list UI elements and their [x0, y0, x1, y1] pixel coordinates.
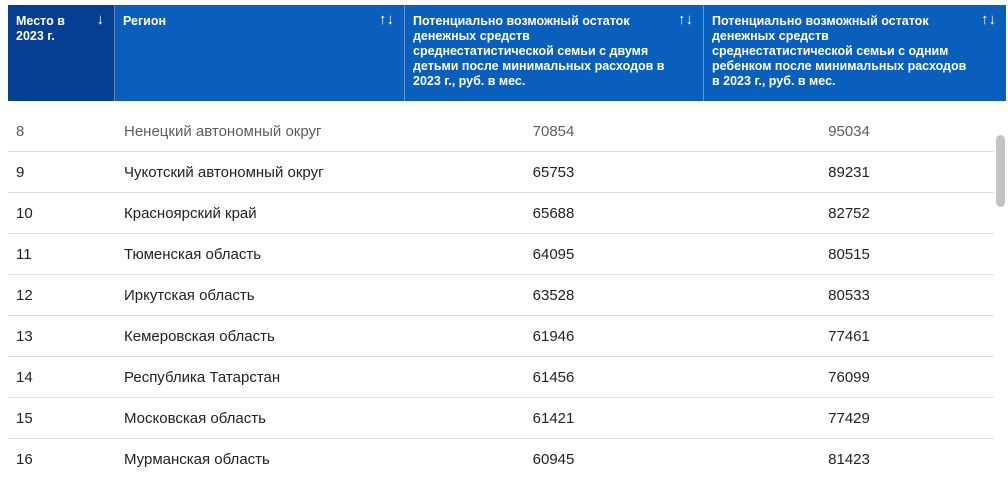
table-row: 8 Ненецкий автономный округ 70854 95034 — [8, 111, 994, 152]
table-row: 10 Красноярский край 65688 82752 — [8, 193, 994, 234]
cell-one-child: 95034 — [828, 122, 870, 140]
cell-rank: 16 — [16, 450, 33, 468]
column-header-label: Место в 2023 г. — [16, 14, 65, 43]
vertical-scrollbar[interactable] — [995, 106, 1007, 476]
cell-region: Московская область — [124, 409, 266, 427]
cell-region: Тюменская область — [124, 245, 262, 263]
table-row: 15 Московская область 61421 77429 — [8, 398, 994, 439]
cell-rank: 12 — [16, 286, 33, 304]
cell-two-children: 63528 — [532, 286, 575, 304]
cell-one-child: 80515 — [828, 245, 870, 263]
table-body: 8 Ненецкий автономный округ 70854 95034 … — [8, 111, 994, 477]
cell-rank: 15 — [16, 409, 33, 427]
cell-region: Республика Татарстан — [124, 368, 281, 386]
cell-two-children: 65688 — [532, 204, 575, 222]
sort-toggle-icon[interactable]: ↑↓ — [379, 11, 394, 28]
sort-toggle-icon[interactable]: ↑↓ — [678, 11, 693, 28]
cell-one-child: 77429 — [828, 409, 870, 427]
table-row: 16 Мурманская область 60945 81423 — [8, 439, 994, 477]
table-row: 14 Республика Татарстан 61456 76099 — [8, 357, 994, 398]
cell-region: Красноярский край — [124, 204, 257, 222]
cell-two-children: 70854 — [532, 122, 575, 140]
column-header-one-child[interactable]: Потенциально возможный остаток денежных … — [704, 5, 1006, 101]
cell-one-child: 76099 — [828, 368, 870, 386]
table-row: 12 Иркутская область 63528 80533 — [8, 275, 994, 316]
column-header-region[interactable]: Регион ↑↓ — [115, 5, 405, 101]
cell-region: Ненецкий автономный округ — [124, 122, 322, 140]
column-header-rank[interactable]: Место в 2023 г. ↓ — [8, 5, 115, 101]
column-header-label: Потенциально возможный остаток денежных … — [413, 14, 665, 88]
column-header-two-children[interactable]: Потенциально возможный остаток денежных … — [405, 5, 704, 101]
column-header-label: Потенциально возможный остаток денежных … — [712, 14, 967, 88]
cell-two-children: 65753 — [532, 163, 575, 181]
cell-one-child: 81423 — [828, 450, 870, 468]
data-table: Место в 2023 г. ↓ Регион ↑↓ Потенциально… — [8, 5, 1006, 477]
table-header: Место в 2023 г. ↓ Регион ↑↓ Потенциально… — [8, 5, 1006, 101]
cell-one-child: 89231 — [828, 163, 870, 181]
cell-rank: 11 — [16, 245, 32, 263]
cell-rank: 9 — [16, 163, 25, 181]
cell-two-children: 60945 — [532, 450, 575, 468]
cell-two-children: 61421 — [532, 409, 575, 427]
table-row: 11 Тюменская область 64095 80515 — [8, 234, 994, 275]
cell-region: Мурманская область — [124, 450, 270, 468]
cell-region: Чукотский автономный округ — [124, 163, 324, 181]
scrollbar-thumb[interactable] — [996, 135, 1005, 207]
sort-toggle-icon[interactable]: ↑↓ — [981, 11, 996, 28]
cell-one-child: 77461 — [828, 327, 870, 345]
table-row: 9 Чукотский автономный округ 65753 89231 — [8, 152, 994, 193]
cell-rank: 14 — [16, 368, 33, 386]
cell-rank: 10 — [16, 204, 33, 222]
cell-rank: 13 — [16, 327, 33, 345]
cell-one-child: 82752 — [828, 204, 870, 222]
cell-two-children: 61456 — [532, 368, 575, 386]
column-header-label: Регион — [123, 14, 167, 28]
cell-region: Иркутская область — [124, 286, 255, 304]
cell-two-children: 61946 — [532, 327, 575, 345]
table-row: 13 Кемеровская область 61946 77461 — [8, 316, 994, 357]
sort-descending-icon[interactable]: ↓ — [96, 11, 105, 28]
cell-two-children: 64095 — [532, 245, 575, 263]
cell-region: Кемеровская область — [124, 327, 275, 345]
cell-one-child: 80533 — [828, 286, 870, 304]
cell-rank: 8 — [16, 122, 25, 140]
